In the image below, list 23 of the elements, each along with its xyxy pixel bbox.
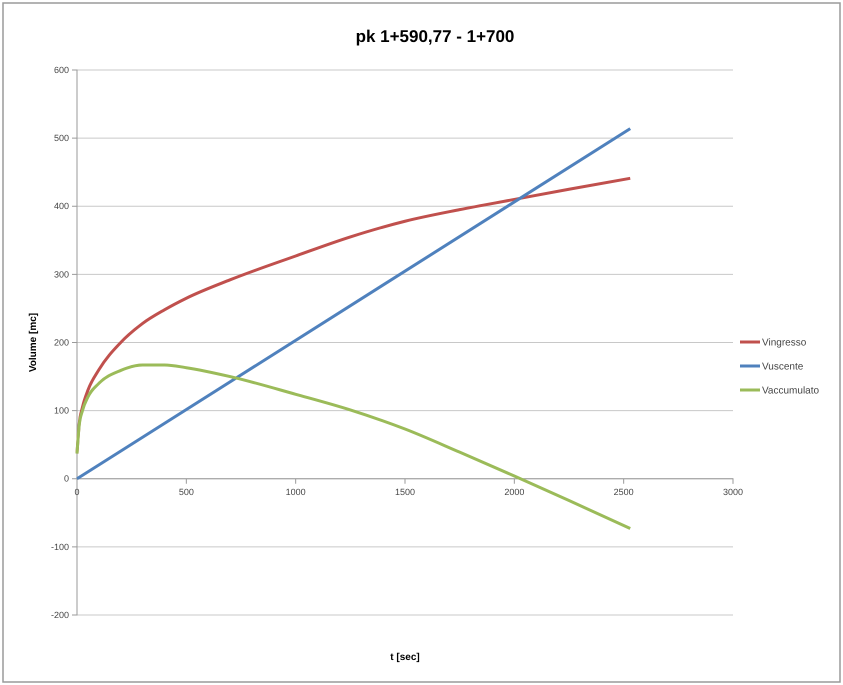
legend-label: Vingresso xyxy=(762,338,807,348)
x-axis-title: t [sec] xyxy=(390,652,420,663)
line-series xyxy=(76,363,632,530)
x-tick-label: 3000 xyxy=(722,486,744,497)
y-tick-label: -200 xyxy=(50,610,69,620)
y-axis-title: Volume [mc] xyxy=(28,312,39,372)
x-tick-label: 2500 xyxy=(614,486,634,497)
legend-label: Vaccumulato xyxy=(762,386,820,396)
x-tick-label: 2000 xyxy=(504,486,524,497)
y-tick-label: 100 xyxy=(54,406,69,416)
y-tick-label: 200 xyxy=(54,337,69,348)
y-tick-label: 0 xyxy=(64,474,69,484)
y-tick-label: -100 xyxy=(50,542,69,552)
y-tick-label: 400 xyxy=(54,201,69,212)
x-tick-label: 0 xyxy=(74,486,80,497)
y-tick-label: 300 xyxy=(54,269,69,280)
x-tick-label: 1000 xyxy=(286,486,306,497)
y-tick-label: 500 xyxy=(54,133,69,144)
y-tick-label: 600 xyxy=(54,64,69,75)
x-tick-label: 500 xyxy=(178,486,194,497)
legend-label: Vuscente xyxy=(762,362,804,372)
x-tick-label: 1500 xyxy=(394,486,416,497)
chart-title: pk 1+590,77 - 1+700 xyxy=(356,27,514,46)
